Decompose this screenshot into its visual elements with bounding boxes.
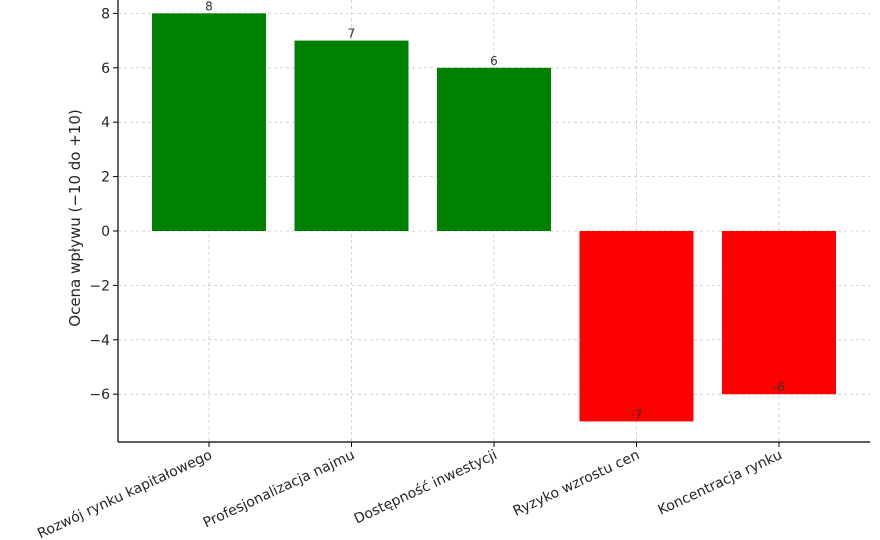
y-tick-label: −6	[89, 387, 110, 403]
data-label: 6	[490, 54, 498, 68]
bar	[579, 231, 694, 422]
x-tick-label: Profesjonalizacja najmu	[201, 447, 357, 531]
y-tick-label: −4	[89, 333, 110, 349]
x-tick-label: Dostępność inwestycji	[352, 447, 500, 527]
data-label: -6	[773, 380, 785, 394]
x-tick-label: Rozwój rynku kapitałowego	[35, 447, 215, 540]
bar	[152, 13, 266, 232]
y-tick-label: 2	[101, 170, 110, 186]
y-tick-label: 0	[101, 224, 110, 240]
data-label: 8	[205, 0, 213, 13]
bars	[152, 13, 836, 422]
data-label: -7	[631, 407, 643, 421]
axes	[113, 0, 870, 447]
y-tick-label: 4	[101, 115, 110, 131]
bar	[437, 67, 551, 231]
y-tick-label: 6	[101, 61, 110, 77]
y-tick-label: −2	[89, 278, 110, 294]
data-label: 7	[348, 27, 356, 41]
y-tick-label: 8	[101, 6, 110, 22]
y-axis-title: Ocena wpływu (−10 do +10)	[66, 109, 84, 326]
x-tick-label: Koncentracja rynku	[656, 447, 785, 519]
x-tick-label: Ryzyko wzrostu cen	[511, 447, 642, 520]
bar	[722, 231, 836, 395]
bar	[294, 40, 409, 231]
